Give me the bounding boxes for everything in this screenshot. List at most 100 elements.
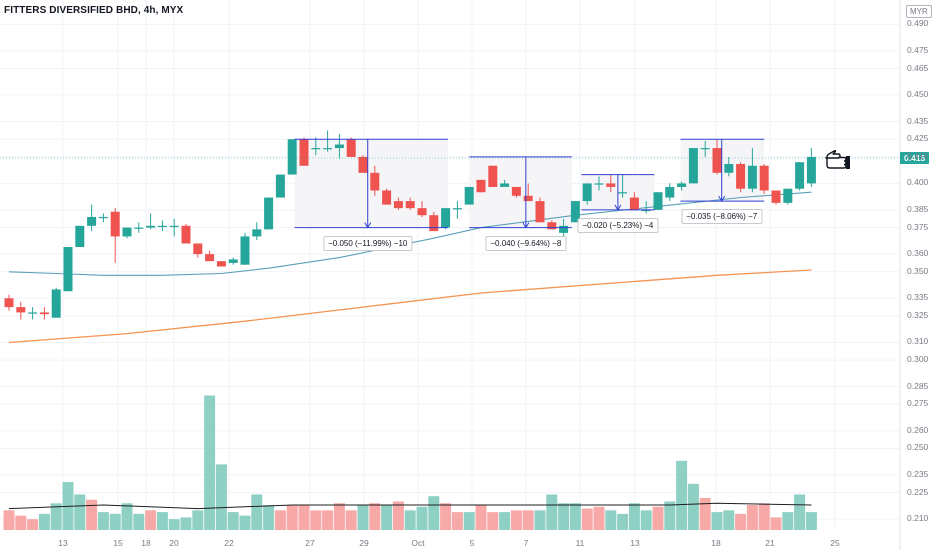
y-tick-label: 0.260	[907, 424, 929, 435]
x-tick-label: 18	[141, 538, 151, 548]
volume-bar	[711, 512, 723, 530]
candle-body	[299, 139, 309, 166]
volume-bar	[640, 510, 652, 530]
ma-slow-line	[8, 269, 812, 344]
candle-body	[806, 156, 816, 184]
volume-bar	[569, 503, 581, 530]
y-tick-label: 0.310	[907, 336, 929, 347]
x-tick-label: 13	[58, 538, 68, 548]
volume-bar	[723, 510, 735, 530]
candle-body	[51, 289, 61, 318]
x-tick-label: 11	[575, 538, 585, 548]
volume-bar	[145, 510, 157, 530]
candle-body	[382, 190, 392, 205]
candle-body	[688, 148, 698, 184]
volume-bar	[628, 503, 640, 530]
x-tick-label: 15	[113, 538, 123, 548]
candle-body	[582, 183, 592, 202]
candle-body	[134, 227, 144, 229]
volume-bar	[345, 510, 357, 530]
candle-body	[287, 139, 297, 175]
volume-bar	[699, 497, 711, 530]
volume-bar	[369, 503, 381, 530]
currency-badge[interactable]: MYR	[906, 5, 932, 18]
candle-body	[724, 163, 734, 173]
measure-arrow-head	[364, 222, 372, 229]
y-tick-label: 0.490	[907, 18, 929, 29]
measure-label: −0.050 (−11.99%) −10	[323, 235, 413, 251]
candle-body	[370, 172, 380, 191]
y-tick-label: 0.325	[907, 309, 929, 320]
candle-body	[771, 190, 781, 203]
candle-body	[16, 307, 26, 313]
x-tick-label: 21	[765, 538, 775, 548]
volume-bar	[322, 510, 334, 530]
candle-body	[63, 247, 73, 292]
candle-body	[228, 259, 238, 263]
volume-bar	[310, 510, 322, 530]
y-tick-label: 0.300	[907, 354, 929, 365]
candle-body	[441, 208, 451, 228]
volume-bar	[286, 505, 298, 530]
volume-bar	[770, 517, 782, 530]
volume-layer	[3, 395, 817, 530]
volume-bar	[805, 512, 817, 530]
volume-bar	[746, 505, 758, 530]
chart-title: FITTERS DIVERSIFIED BHD, 4h, MYX	[4, 5, 184, 16]
volume-bar	[251, 494, 263, 530]
volume-bar	[593, 506, 605, 530]
y-tick-label: 0.210	[907, 513, 929, 524]
volume-bar	[687, 483, 699, 530]
candle-body	[747, 165, 757, 189]
y-tick-label: 0.235	[907, 468, 929, 479]
measure-layer	[294, 138, 765, 229]
volume-bar	[274, 510, 286, 530]
volume-bar	[475, 505, 487, 530]
candle-body	[28, 312, 38, 314]
candle-body	[736, 163, 746, 189]
candle-body	[275, 174, 285, 198]
candle-body	[240, 236, 250, 265]
volume-bar	[15, 515, 27, 530]
candle-body	[570, 201, 580, 223]
volume-bar	[664, 501, 676, 530]
volume-bar	[794, 494, 806, 530]
volume-bar	[3, 510, 15, 530]
x-tick-label: 7	[523, 538, 529, 548]
candle-body	[193, 243, 203, 255]
volume-bar	[522, 510, 534, 530]
volume-bar	[109, 513, 121, 530]
measure-background-layer	[294, 139, 765, 228]
y-tick-label: 0.400	[907, 177, 929, 188]
y-tick-label: 0.285	[907, 380, 929, 391]
candle-body	[110, 211, 120, 237]
y-tick-label: 0.225	[907, 486, 929, 497]
candle-layer	[4, 130, 816, 320]
candle-body	[476, 179, 486, 193]
candle-body	[157, 225, 167, 228]
measure-arrow-head	[718, 195, 726, 203]
candle-body	[594, 183, 604, 185]
candle-body	[358, 156, 368, 173]
volume-bar	[605, 510, 617, 530]
candle-body	[606, 183, 616, 187]
candle-body	[39, 312, 49, 315]
volume-bar	[534, 510, 546, 530]
candle-body	[146, 225, 156, 228]
y-tick-label: 0.250	[907, 442, 929, 453]
volume-bar	[546, 494, 558, 530]
y-tick-label: 0.385	[907, 203, 929, 214]
candle-body	[346, 139, 356, 157]
candle-body	[559, 225, 569, 233]
candle-body	[323, 148, 333, 150]
x-tick-label: Oct	[411, 538, 425, 548]
y-tick-label: 0.375	[907, 221, 929, 232]
candle-body	[169, 225, 179, 228]
candle-body	[393, 201, 403, 209]
candle-body	[252, 229, 262, 237]
candle-body	[464, 186, 474, 205]
grid	[0, 0, 900, 530]
volume-bar	[38, 513, 50, 530]
volume-bar	[428, 496, 440, 530]
